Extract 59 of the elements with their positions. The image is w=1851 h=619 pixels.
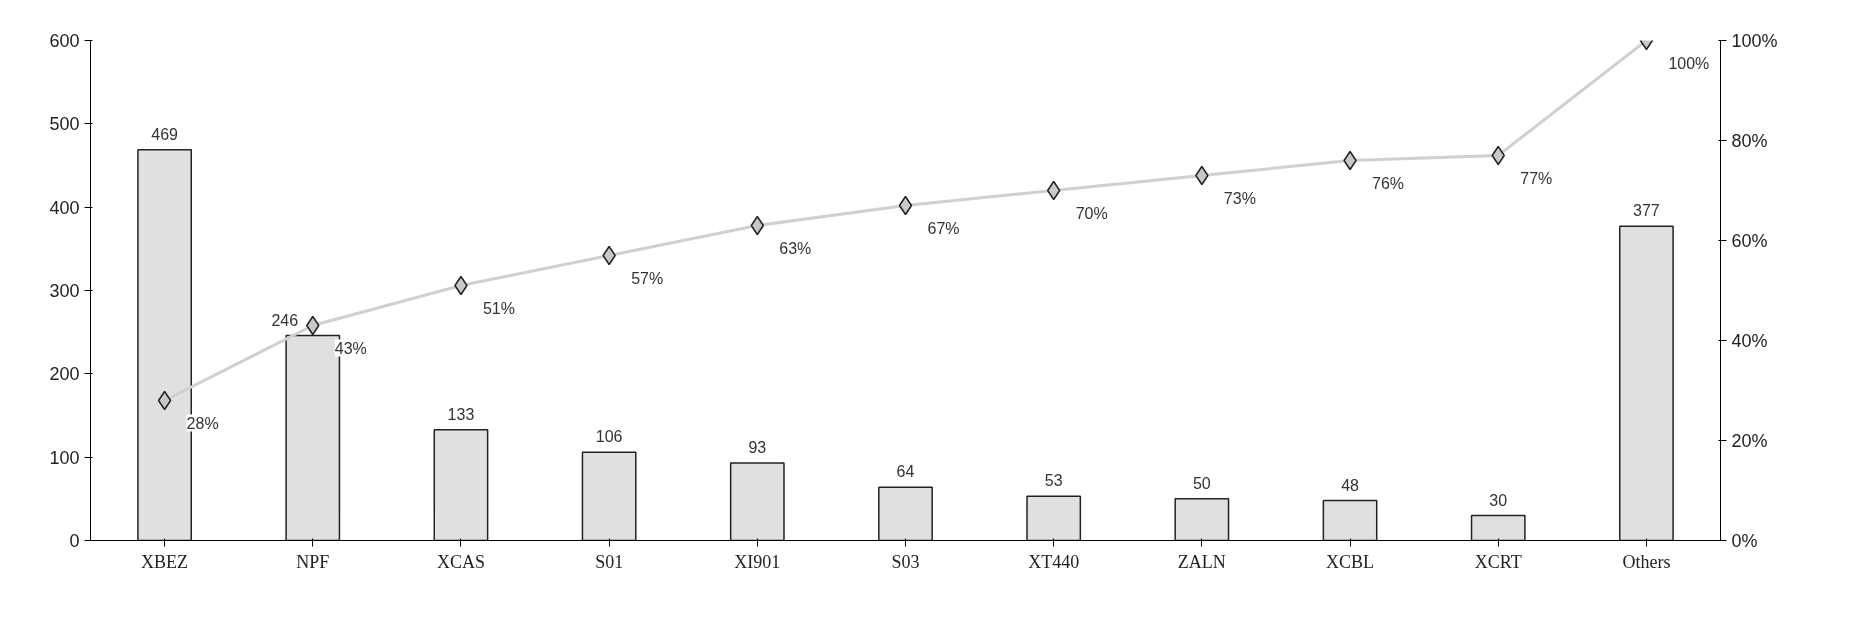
- point: [750, 215, 765, 236]
- x-tick-label: XCBL: [1326, 551, 1375, 572]
- data-label: 469: [151, 125, 179, 143]
- point: [898, 195, 913, 216]
- point: [157, 390, 172, 411]
- data-label: 100%: [1668, 54, 1710, 72]
- y-tick-label: 400: [49, 197, 80, 218]
- data-label: 70%: [1075, 204, 1108, 222]
- x-tick-label: S03: [891, 551, 920, 572]
- data-label: 67%: [927, 219, 960, 237]
- y-tick-label: 0: [69, 531, 80, 551]
- y2-tick-label: 100%: [1731, 30, 1778, 51]
- data-label: 50: [1192, 474, 1211, 492]
- bar: [1174, 498, 1230, 541]
- x-tick-label: ZALN: [1177, 551, 1226, 572]
- data-label: 93: [748, 439, 767, 456]
- bar: [1470, 514, 1526, 541]
- bar: [1618, 225, 1674, 541]
- data-label: 30: [1489, 491, 1508, 509]
- y2-tick-label: 80%: [1731, 130, 1768, 151]
- data-label: 53: [1044, 472, 1063, 490]
- x-tick-label: XCAS: [436, 551, 485, 572]
- y2-tick-label: 20%: [1731, 430, 1768, 451]
- data-label: 377: [1633, 202, 1660, 220]
- x-tick-label: XCRT: [1474, 551, 1522, 572]
- bar: [581, 451, 637, 541]
- y2-tick-label: 60%: [1731, 230, 1768, 251]
- x-tick-label: Others: [1622, 551, 1671, 572]
- point: [1046, 180, 1061, 201]
- x-tick-label: XT440: [1028, 551, 1080, 572]
- bar: [878, 486, 933, 541]
- data-label: 63%: [779, 239, 812, 257]
- y-tick-label: 300: [49, 281, 80, 301]
- bar: [1026, 495, 1082, 541]
- x-tick-label: XBEZ: [141, 551, 189, 572]
- bar: [1322, 499, 1378, 541]
- x-tick-label: S01: [595, 551, 624, 572]
- data-label: 48: [1341, 476, 1360, 494]
- bar: [433, 428, 489, 541]
- data-label: 76%: [1372, 174, 1405, 192]
- data-label: 57%: [631, 269, 664, 287]
- data-label: 246: [271, 311, 299, 329]
- bar: [729, 462, 785, 541]
- y2-tick-label: 0%: [1731, 530, 1758, 551]
- x-tick-label: XI901: [734, 551, 781, 572]
- data-label: 133: [447, 405, 475, 423]
- data-label: 43%: [334, 339, 367, 357]
- data-label: 77%: [1520, 169, 1553, 187]
- y-tick-label: 500: [49, 114, 80, 135]
- y-tick-label: 100: [49, 447, 80, 468]
- data-label: 51%: [482, 299, 515, 317]
- y2-tick-label: 40%: [1731, 330, 1768, 351]
- data-label: 73%: [1223, 189, 1256, 207]
- data-label: 106: [595, 428, 623, 446]
- x-tick-label: NPF: [296, 551, 330, 572]
- y-tick-label: 600: [49, 31, 80, 51]
- data-label: 64: [896, 463, 915, 481]
- y-tick-label: 200: [49, 364, 80, 385]
- data-label: 28%: [186, 414, 219, 432]
